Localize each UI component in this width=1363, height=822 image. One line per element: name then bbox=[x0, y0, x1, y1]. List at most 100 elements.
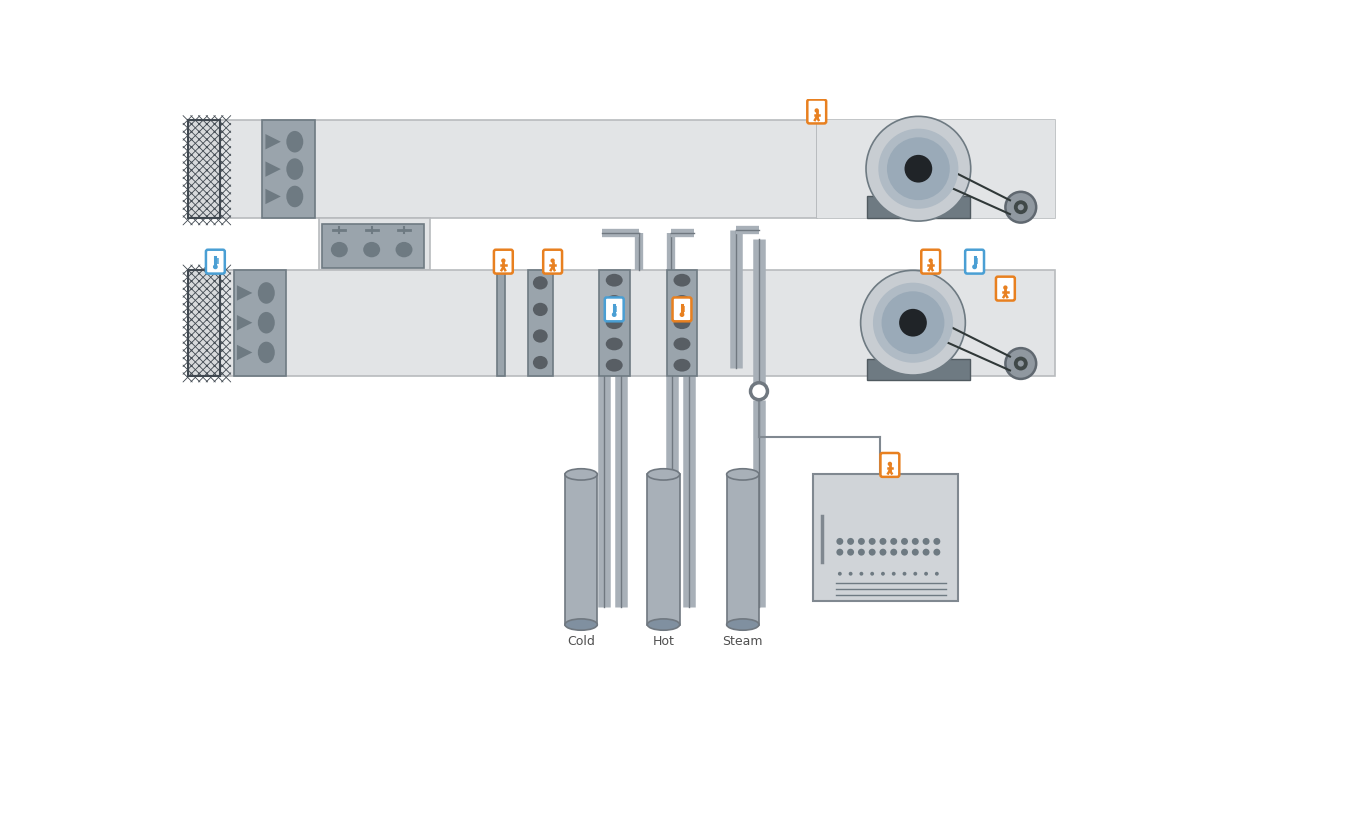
Circle shape bbox=[880, 572, 885, 575]
Bar bbox=[598, 270, 630, 376]
Circle shape bbox=[815, 109, 819, 113]
Ellipse shape bbox=[564, 469, 597, 480]
Circle shape bbox=[213, 265, 218, 270]
Ellipse shape bbox=[564, 619, 597, 630]
Circle shape bbox=[887, 462, 893, 466]
Ellipse shape bbox=[286, 131, 303, 153]
Circle shape bbox=[887, 137, 950, 200]
Ellipse shape bbox=[286, 159, 303, 180]
Ellipse shape bbox=[533, 356, 548, 369]
Ellipse shape bbox=[647, 469, 680, 480]
Circle shape bbox=[890, 549, 897, 556]
Polygon shape bbox=[266, 189, 281, 204]
Bar bbox=[667, 270, 698, 376]
Circle shape bbox=[924, 572, 928, 575]
FancyBboxPatch shape bbox=[880, 453, 900, 477]
FancyBboxPatch shape bbox=[672, 298, 691, 321]
Circle shape bbox=[860, 572, 863, 575]
Ellipse shape bbox=[647, 619, 680, 630]
Circle shape bbox=[902, 572, 906, 575]
Ellipse shape bbox=[673, 316, 691, 329]
Polygon shape bbox=[237, 285, 252, 301]
FancyBboxPatch shape bbox=[605, 298, 624, 321]
Circle shape bbox=[848, 538, 855, 545]
Circle shape bbox=[912, 549, 919, 556]
Ellipse shape bbox=[395, 242, 413, 257]
Circle shape bbox=[901, 538, 908, 545]
Circle shape bbox=[837, 538, 844, 545]
Bar bbox=[188, 270, 219, 376]
Circle shape bbox=[868, 538, 875, 545]
Circle shape bbox=[866, 117, 970, 221]
Circle shape bbox=[849, 572, 852, 575]
Bar bbox=[812, 473, 958, 601]
Bar bbox=[319, 218, 431, 270]
Circle shape bbox=[1006, 349, 1036, 379]
Text: Hot: Hot bbox=[653, 635, 675, 649]
FancyBboxPatch shape bbox=[965, 250, 984, 274]
FancyBboxPatch shape bbox=[544, 250, 562, 274]
Circle shape bbox=[1003, 285, 1007, 290]
Circle shape bbox=[901, 549, 908, 556]
Circle shape bbox=[912, 538, 919, 545]
Ellipse shape bbox=[258, 312, 275, 334]
Bar bbox=[234, 270, 286, 376]
Bar bbox=[726, 474, 759, 625]
FancyBboxPatch shape bbox=[206, 250, 225, 274]
Bar bbox=[188, 270, 1055, 376]
Ellipse shape bbox=[605, 274, 623, 287]
Circle shape bbox=[900, 309, 927, 336]
Ellipse shape bbox=[258, 282, 275, 304]
Bar bbox=[564, 474, 597, 625]
Circle shape bbox=[935, 572, 939, 575]
Bar bbox=[816, 120, 1055, 218]
Bar bbox=[262, 120, 315, 218]
Circle shape bbox=[838, 572, 842, 575]
FancyBboxPatch shape bbox=[996, 277, 1015, 301]
Ellipse shape bbox=[605, 295, 623, 307]
Text: Steam: Steam bbox=[722, 635, 763, 649]
Circle shape bbox=[1006, 192, 1036, 223]
Circle shape bbox=[868, 549, 875, 556]
Polygon shape bbox=[266, 134, 281, 150]
Text: Cold: Cold bbox=[567, 635, 596, 649]
Circle shape bbox=[913, 572, 917, 575]
Circle shape bbox=[1014, 357, 1028, 371]
Ellipse shape bbox=[286, 186, 303, 207]
Circle shape bbox=[870, 572, 874, 575]
Bar bbox=[647, 474, 680, 625]
Ellipse shape bbox=[673, 295, 691, 307]
Circle shape bbox=[934, 549, 940, 556]
Circle shape bbox=[1018, 360, 1024, 367]
Circle shape bbox=[848, 549, 855, 556]
Ellipse shape bbox=[605, 316, 623, 329]
Ellipse shape bbox=[331, 242, 348, 257]
Circle shape bbox=[857, 538, 866, 545]
Circle shape bbox=[972, 265, 977, 270]
Ellipse shape bbox=[533, 302, 548, 316]
Bar bbox=[816, 120, 1055, 218]
Circle shape bbox=[837, 549, 844, 556]
Circle shape bbox=[923, 538, 930, 545]
Ellipse shape bbox=[673, 274, 691, 287]
Bar bbox=[188, 120, 816, 218]
Circle shape bbox=[857, 549, 866, 556]
Bar bbox=[527, 270, 552, 376]
Ellipse shape bbox=[673, 338, 691, 350]
Circle shape bbox=[1018, 204, 1024, 210]
Circle shape bbox=[879, 549, 886, 556]
Circle shape bbox=[934, 538, 940, 545]
Ellipse shape bbox=[726, 469, 759, 480]
Ellipse shape bbox=[533, 276, 548, 289]
Ellipse shape bbox=[533, 330, 548, 343]
Ellipse shape bbox=[726, 619, 759, 630]
Circle shape bbox=[502, 258, 506, 263]
Circle shape bbox=[890, 538, 897, 545]
Ellipse shape bbox=[605, 338, 623, 350]
Circle shape bbox=[860, 270, 965, 375]
Circle shape bbox=[891, 572, 895, 575]
Ellipse shape bbox=[363, 242, 380, 257]
Bar bbox=[323, 224, 424, 268]
Circle shape bbox=[905, 155, 932, 182]
Circle shape bbox=[551, 258, 555, 263]
